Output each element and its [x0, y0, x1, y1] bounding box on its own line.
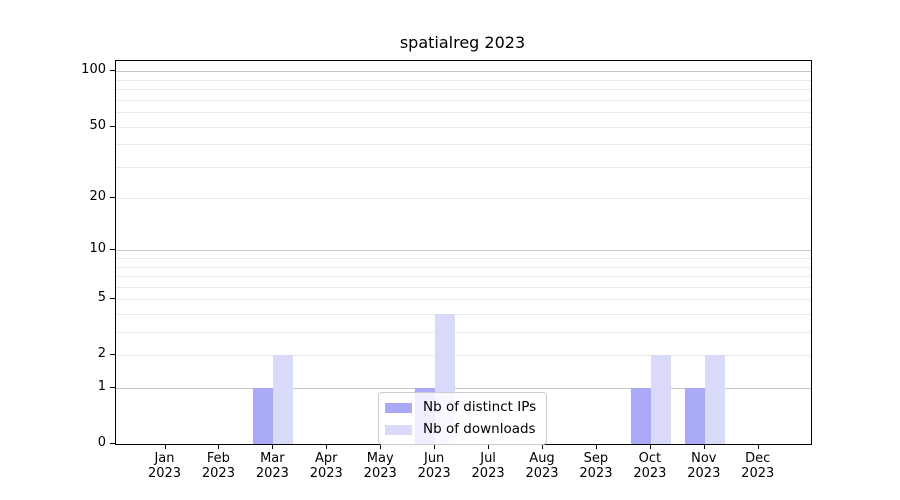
x-tick-mark [757, 444, 759, 449]
legend-swatch-icon [385, 424, 412, 435]
x-tick-year: 2023 [255, 466, 289, 481]
minor-gridline [116, 314, 811, 316]
x-tick-mark [326, 444, 328, 449]
x-tick-year: 2023 [201, 466, 235, 481]
y-tick-mark [110, 125, 115, 127]
y-tick-label: 100 [81, 62, 106, 78]
x-tick-year: 2023 [741, 466, 775, 481]
x-tick-label: Oct 2023 [622, 451, 678, 481]
minor-gridline [116, 126, 811, 128]
x-tick-label: Feb 2023 [190, 451, 246, 481]
y-tick-label: 2 [97, 346, 106, 362]
y-tick-label: 5 [97, 290, 106, 306]
y-tick-mark [110, 197, 115, 199]
minor-gridline [116, 79, 811, 81]
bar-nb-of-downloads [704, 355, 725, 444]
bar-nb-of-downloads [650, 355, 671, 444]
minor-gridline [116, 112, 811, 114]
x-tick-month: Apr [315, 451, 338, 466]
x-tick-month: Jan [154, 451, 175, 466]
minor-gridline [116, 266, 811, 268]
minor-gridline [116, 198, 811, 200]
y-tick-mark [110, 354, 115, 356]
y-tick-mark [110, 70, 115, 72]
minor-gridline [116, 89, 811, 91]
x-tick-label: Nov 2023 [676, 451, 732, 481]
x-tick-month: Jul [480, 451, 496, 466]
bar-nb-of-downloads [273, 355, 294, 444]
x-tick-month: Feb [206, 451, 230, 466]
x-tick-label: May 2023 [352, 451, 408, 481]
minor-gridline [116, 299, 811, 301]
x-tick-label: Dec 2023 [730, 451, 786, 481]
x-tick-month: Aug [529, 451, 555, 466]
bar-nb-of-distinct-ips [253, 388, 274, 444]
y-tick-label: 20 [89, 189, 106, 205]
x-tick-mark [488, 444, 490, 449]
x-tick-label: Sep 2023 [568, 451, 624, 481]
x-tick-label: Jan 2023 [137, 451, 193, 481]
major-gridline [116, 250, 811, 252]
y-tick-mark [110, 249, 115, 251]
legend-label: Nb of downloads [423, 421, 536, 437]
x-tick-label: Mar 2023 [244, 451, 300, 481]
y-tick-label: 10 [89, 241, 106, 257]
major-gridline [116, 388, 811, 390]
y-tick-label: 50 [89, 117, 106, 133]
x-tick-month: Jun [423, 451, 445, 466]
legend: Nb of distinct IPs Nb of downloads [378, 392, 548, 445]
minor-gridline [116, 276, 811, 278]
x-tick-label: Jun 2023 [406, 451, 462, 481]
plot-area [115, 60, 812, 445]
x-tick-year: 2023 [687, 466, 721, 481]
major-gridline [116, 71, 811, 73]
y-tick-mark [110, 387, 115, 389]
x-tick-year: 2023 [147, 466, 182, 481]
minor-gridline [116, 286, 811, 288]
bar-nb-of-distinct-ips [684, 388, 705, 444]
x-tick-mark [542, 444, 543, 449]
x-tick-month: May [366, 451, 394, 466]
bar-nb-of-distinct-ips [630, 388, 651, 444]
x-tick-year: 2023 [417, 466, 451, 481]
x-tick-year: 2023 [633, 466, 667, 481]
x-tick-year: 2023 [471, 466, 505, 481]
minor-gridline [116, 355, 811, 357]
x-tick-mark [272, 444, 274, 449]
minor-gridline [116, 332, 811, 334]
x-tick-mark [218, 444, 220, 449]
x-tick-year: 2023 [525, 466, 559, 481]
minor-gridline [116, 258, 811, 260]
x-tick-mark [164, 444, 166, 449]
x-tick-mark [380, 444, 382, 449]
chart-title: spatialreg 2023 [399, 33, 526, 52]
minor-gridline [116, 99, 811, 101]
legend-item: Nb of distinct IPs [385, 399, 536, 416]
x-tick-mark [649, 444, 651, 449]
x-tick-mark [595, 444, 597, 449]
legend-label: Nb of distinct IPs [423, 399, 537, 415]
x-tick-mark [434, 444, 436, 449]
x-tick-label: Jul 2023 [460, 451, 516, 481]
x-tick-month: Nov [691, 451, 717, 466]
x-tick-month: Mar [260, 451, 285, 466]
y-tick-label: 1 [97, 379, 106, 395]
x-tick-year: 2023 [579, 466, 613, 481]
legend-item: Nb of downloads [385, 421, 536, 438]
y-tick-mark [110, 443, 115, 444]
y-tick-mark [110, 298, 115, 300]
legend-swatch-icon [385, 402, 412, 413]
x-tick-year: 2023 [309, 466, 343, 481]
x-tick-month: Dec [745, 451, 771, 466]
x-tick-month: Sep [583, 451, 609, 466]
x-tick-label: Apr 2023 [298, 451, 354, 481]
x-tick-year: 2023 [363, 466, 397, 481]
minor-gridline [116, 144, 811, 146]
x-tick-month: Oct [638, 451, 662, 466]
minor-gridline [116, 166, 811, 168]
y-tick-label: 0 [97, 435, 106, 450]
x-tick-label: Aug 2023 [514, 451, 570, 481]
x-tick-mark [703, 444, 705, 449]
